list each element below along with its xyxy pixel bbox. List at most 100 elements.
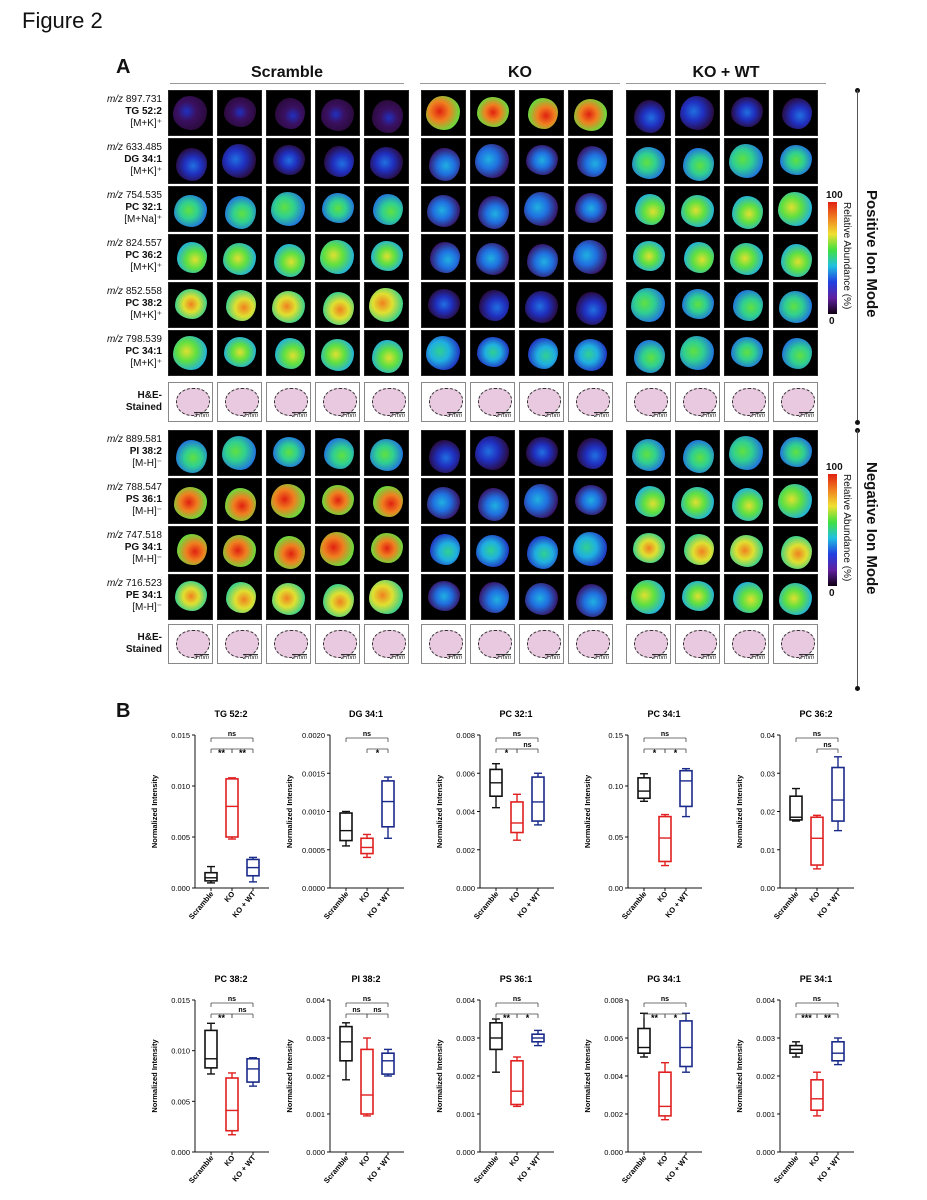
- tissue-signal: [684, 534, 714, 565]
- tissue-signal: [527, 244, 558, 277]
- y-tick-label: 0.000: [756, 1148, 775, 1157]
- tissue-signal: [369, 288, 403, 322]
- tissue-outline: [634, 388, 668, 416]
- tissue-signal: [778, 192, 812, 226]
- tissue-signal: [273, 437, 305, 467]
- msi-image-tile: [315, 526, 360, 572]
- msi-image-tile: [675, 330, 720, 376]
- he-stained-tile: 2 mm: [364, 624, 409, 664]
- sig-label: ns: [373, 1007, 381, 1014]
- chart-title: TG 52:2: [214, 709, 247, 719]
- tissue-signal: [173, 336, 207, 370]
- scale-bar-label: 2 mm: [390, 654, 405, 661]
- he-stained-tile: 2 mm: [724, 624, 769, 664]
- tissue-signal: [176, 148, 207, 181]
- colorbar-negative: [828, 474, 837, 586]
- chart-title: PC 36:2: [799, 709, 832, 719]
- sig-label: ns: [813, 996, 821, 1003]
- msi-image-tile: [168, 526, 213, 572]
- tissue-signal: [631, 288, 665, 322]
- y-axis-label: Normalized Intensity: [735, 774, 744, 848]
- sig-label: ns: [661, 731, 669, 738]
- tissue-outline: [683, 388, 717, 416]
- group-label-ko-wt: KO + WT: [692, 64, 760, 81]
- he-stained-tile: 2 mm: [626, 382, 671, 422]
- he-stained-tile: 2 mm: [315, 624, 360, 664]
- box: [339, 812, 353, 842]
- msi-image-tile: [568, 526, 613, 572]
- x-tick-label: KO: [807, 889, 821, 904]
- x-tick-label: KO: [655, 1153, 669, 1168]
- msi-image-tile: [773, 574, 818, 620]
- he-stained-tile: 2 mm: [773, 624, 818, 664]
- box: [510, 801, 524, 834]
- msi-image-tile: [315, 234, 360, 280]
- msi-image-tile: [315, 478, 360, 524]
- box: [658, 815, 672, 863]
- he-row-label: H&E- Stained: [125, 390, 162, 413]
- x-tick-label: Scramble: [187, 890, 216, 922]
- tissue-signal: [635, 194, 665, 225]
- y-tick-label: 0.003: [306, 1034, 325, 1043]
- box: [225, 778, 239, 838]
- msi-image-tile: [266, 526, 311, 572]
- msi-image-tile: [724, 574, 769, 620]
- msi-image-tile: [626, 138, 671, 184]
- tissue-outline: [372, 630, 406, 658]
- tissue-signal: [224, 337, 256, 367]
- msi-image-tile: [675, 90, 720, 136]
- msi-image-tile: [470, 478, 515, 524]
- scale-bar-label: 2 mm: [652, 654, 667, 661]
- sig-label: *: [505, 748, 509, 758]
- tissue-signal: [527, 536, 558, 569]
- msi-image-tile: [626, 526, 671, 572]
- box: [789, 795, 803, 821]
- tissue-signal: [175, 581, 207, 611]
- scale-bar-label: 2 mm: [750, 412, 765, 419]
- y-tick-label: 0.000: [604, 1148, 623, 1157]
- x-tick-label: KO: [357, 889, 371, 904]
- colorbar-pos-min: 0: [829, 316, 835, 327]
- tissue-signal: [577, 146, 607, 177]
- tissue-signal: [429, 440, 460, 473]
- scale-bar-label: 3 mm: [447, 654, 462, 661]
- he-stained-tile: 2 mm: [773, 382, 818, 422]
- tissue-outline: [225, 388, 259, 416]
- mode-dot: [855, 420, 860, 425]
- msi-image-tile: [519, 574, 564, 620]
- y-axis-label: Normalized Intensity: [150, 774, 159, 848]
- tissue-signal: [732, 488, 763, 521]
- box: [658, 1071, 672, 1117]
- msi-image-tile: [519, 186, 564, 232]
- msi-image-tile: [168, 234, 213, 280]
- box: [204, 1029, 218, 1069]
- tissue-outline: [176, 630, 210, 658]
- msi-image-tile: [724, 526, 769, 572]
- msi-image-tile: [217, 138, 262, 184]
- msi-image-tile: [217, 526, 262, 572]
- row-label: m/z 889.581 PI 38:2 [M-H]⁻: [106, 434, 162, 469]
- scale-bar-label: 2 mm: [292, 654, 307, 661]
- tissue-outline: [274, 388, 308, 416]
- y-tick-label: 0.03: [760, 769, 775, 778]
- tissue-signal: [576, 584, 607, 617]
- msi-image-tile: [626, 574, 671, 620]
- tissue-outline: [176, 388, 210, 416]
- tissue-signal: [632, 439, 665, 471]
- y-tick-label: 0.004: [456, 808, 475, 817]
- msi-image-tile: [266, 186, 311, 232]
- msi-image-tile: [675, 478, 720, 524]
- y-tick-label: 0.000: [456, 1148, 475, 1157]
- scale-bar-label: 3 mm: [194, 654, 209, 661]
- msi-image-tile: [364, 234, 409, 280]
- tissue-signal: [478, 488, 509, 521]
- msi-image-tile: [168, 186, 213, 232]
- tissue-signal: [225, 196, 256, 229]
- row-label: m/z 716.523 PE 34:1 [M-H]⁻: [106, 578, 162, 613]
- msi-image-tile: [364, 430, 409, 476]
- tissue-outline: [323, 630, 357, 658]
- tissue-signal: [427, 195, 460, 227]
- negative-mode-line: [857, 430, 858, 688]
- he-stained-tile: 2 mm: [568, 624, 613, 664]
- msi-image-tile: [421, 478, 466, 524]
